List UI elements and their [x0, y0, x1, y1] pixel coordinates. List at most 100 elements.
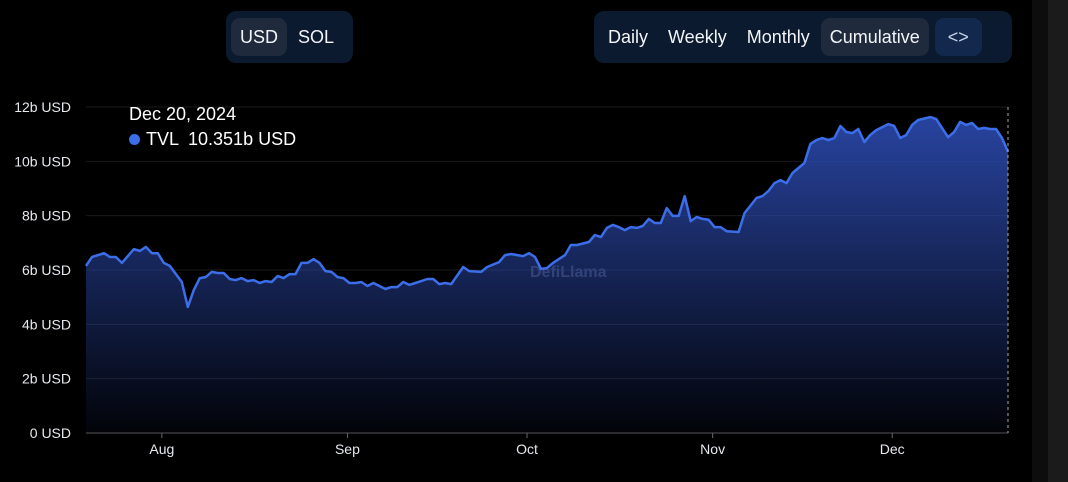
- data-point: [432, 278, 434, 280]
- sol-button[interactable]: SOL: [298, 27, 335, 47]
- data-point: [552, 262, 554, 264]
- tooltip: Dec 20, 2024 TVL 10.351b USD: [129, 104, 296, 150]
- y-tick-label: 12b USD: [14, 99, 71, 115]
- data-point: [546, 267, 548, 269]
- y-tick-label: 6b USD: [22, 262, 71, 278]
- x-tick-label: Aug: [149, 441, 174, 457]
- data-point: [570, 244, 572, 246]
- data-point: [157, 252, 159, 254]
- data-point: [576, 244, 578, 246]
- data-point: [265, 280, 267, 282]
- data-point: [875, 129, 877, 131]
- data-point: [977, 128, 979, 130]
- data-point: [863, 141, 865, 143]
- data-point: [821, 137, 823, 139]
- data-point: [468, 270, 470, 272]
- data-point: [869, 134, 871, 136]
- data-point: [313, 258, 315, 260]
- data-point: [1001, 137, 1003, 139]
- tvl-line: [84, 115, 1010, 309]
- data-point: [762, 195, 764, 197]
- data-point: [672, 215, 674, 217]
- data-point: [756, 197, 758, 199]
- data-point: [378, 285, 380, 287]
- x-tick-label: Sep: [335, 441, 360, 457]
- data-point: [354, 282, 356, 284]
- data-point: [594, 234, 596, 236]
- data-point: [199, 277, 201, 279]
- data-point: [253, 279, 255, 281]
- data-point: [833, 137, 835, 139]
- data-point: [528, 252, 530, 254]
- data-point: [995, 128, 997, 130]
- scrollbar[interactable]: [1032, 0, 1048, 482]
- data-point: [408, 284, 410, 286]
- daily-button[interactable]: Daily: [608, 27, 649, 47]
- data-point: [522, 255, 524, 257]
- data-point: [348, 282, 350, 284]
- data-point: [438, 283, 440, 285]
- data-point: [163, 262, 165, 264]
- data-point: [839, 125, 841, 127]
- data-point: [295, 273, 297, 275]
- data-point: [630, 226, 632, 228]
- data-point: [115, 256, 117, 258]
- usd-button[interactable]: USD: [231, 18, 288, 56]
- data-point: [600, 236, 602, 238]
- data-point: [696, 216, 698, 218]
- data-point: [277, 275, 279, 277]
- tvl-area: [86, 117, 1008, 433]
- data-point: [205, 276, 207, 278]
- data-point: [744, 212, 746, 214]
- cumulative-button[interactable]: Cumulative: [820, 18, 929, 56]
- data-point: [624, 229, 626, 231]
- data-point: [666, 207, 668, 209]
- data-point: [965, 124, 967, 126]
- embed-button[interactable]: <>: [934, 18, 982, 56]
- code-icon: <>: [947, 27, 969, 47]
- data-point: [426, 278, 428, 280]
- monthly-button[interactable]: Monthly: [746, 27, 810, 47]
- data-point: [324, 270, 326, 272]
- y-axis: 0 USD 2b USD 4b USD 6b USD 8b USD 10b USD 12b …: [14, 99, 71, 441]
- data-point: [366, 285, 368, 287]
- data-point: [181, 281, 183, 283]
- data-point: [420, 280, 422, 282]
- data-point: [708, 219, 710, 221]
- y-tick-label: 0 USD: [30, 425, 71, 441]
- data-point: [444, 282, 446, 284]
- data-point: [534, 256, 536, 258]
- data-point: [989, 128, 991, 130]
- data-point: [336, 276, 338, 278]
- data-point: [899, 137, 901, 139]
- data-point: [827, 139, 829, 141]
- data-point: [462, 266, 464, 268]
- data-point: [540, 268, 542, 270]
- y-tick-label: 8b USD: [22, 208, 71, 224]
- data-point: [103, 252, 105, 254]
- data-point: [774, 182, 776, 184]
- weekly-button[interactable]: Weekly: [668, 27, 727, 47]
- data-point: [911, 124, 913, 126]
- data-point: [486, 266, 488, 268]
- data-point: [702, 218, 704, 220]
- data-point: [342, 277, 344, 279]
- data-point: [905, 134, 907, 136]
- data-point: [791, 172, 793, 174]
- x-axis: Aug Sep Oct Nov Dec: [149, 433, 905, 457]
- data-point: [229, 278, 231, 280]
- data-point: [235, 279, 237, 281]
- data-point: [779, 179, 781, 181]
- data-point: [606, 227, 608, 229]
- side-panel: [1048, 0, 1068, 482]
- data-point: [588, 241, 590, 243]
- data-point: [953, 131, 955, 133]
- x-tick-label: Dec: [880, 441, 905, 457]
- data-point: [720, 226, 722, 228]
- data-point: [193, 289, 195, 291]
- data-point: [241, 277, 243, 279]
- data-point: [223, 272, 225, 274]
- data-point: [414, 282, 416, 284]
- data-point: [618, 226, 620, 228]
- data-point: [660, 222, 662, 224]
